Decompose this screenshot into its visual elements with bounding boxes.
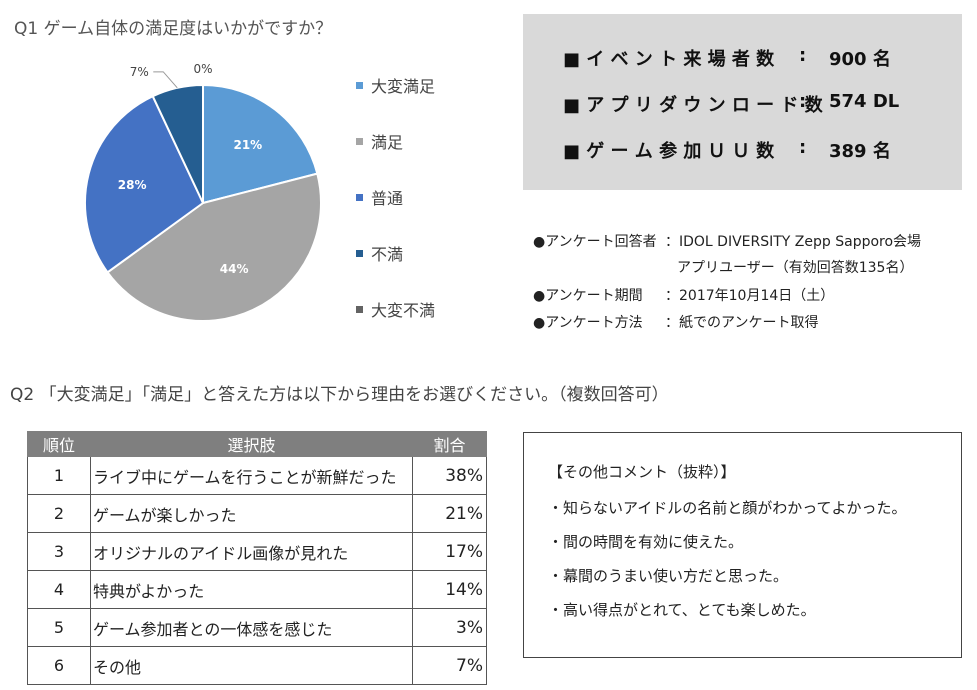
- cell-choice: ゲーム参加者との一体感を感じた: [90, 608, 413, 647]
- header-pct: 割合: [412, 431, 487, 457]
- table-header-row: 順位 選択肢 割合: [27, 431, 487, 457]
- info-period-label: ●アンケート期間: [533, 288, 643, 304]
- comments-title: 【その他コメント（抜粋）】: [548, 463, 736, 481]
- stat-separator: :: [799, 91, 807, 112]
- stat-value: 574 DL: [829, 91, 900, 112]
- legend-item-1: 満足: [356, 129, 403, 153]
- table-row: 3 オリジナルのアイドル画像が見れた 17%: [27, 532, 487, 571]
- table-row: 1 ライブ中にゲームを行うことが新鮮だった 38%: [27, 456, 487, 495]
- stat-label: ■ ゲ ー ム 参 加 Ｕ Ｕ 数: [563, 141, 775, 162]
- cell-pct: 17%: [412, 532, 487, 571]
- header-choice: 選択肢: [90, 431, 413, 457]
- comments-panel: 【その他コメント（抜粋）】 ・知らないアイドルの名前と顔がわかってよかった。 ・…: [523, 432, 962, 658]
- info-respondents-value: ：IDOL DIVERSITY Zepp Sapporo会場: [665, 234, 922, 250]
- reasons-table: 順位 選択肢 割合 1 ライブ中にゲームを行うことが新鮮だった 38% 2 ゲー…: [27, 431, 487, 685]
- info-method-label: ●アンケート方法: [533, 315, 643, 331]
- pie-data-label-1: 44%: [220, 262, 249, 276]
- info-method-value: ：紙でのアンケート取得: [665, 315, 819, 331]
- cell-rank: 1: [27, 456, 91, 495]
- cell-rank: 2: [27, 494, 91, 533]
- table-row: 2 ゲームが楽しかった 21%: [27, 494, 487, 533]
- cell-pct: 38%: [412, 456, 487, 495]
- comment-line: ・高い得点がとれて、とても楽しめた。: [548, 601, 816, 619]
- comment-line: ・知らないアイドルの名前と顔がわかってよかった。: [548, 499, 907, 517]
- comment-line: ・幕間のうまい使い方だと思った。: [548, 567, 789, 585]
- header-rank: 順位: [27, 431, 91, 457]
- legend-item-2: 普通: [356, 185, 403, 209]
- info-respondents-label: ●アンケート回答者: [533, 234, 657, 250]
- legend-item-3: 不満: [356, 241, 403, 265]
- pie-leader-line-3: [153, 71, 178, 89]
- stat-label: ■ イ ベ ン ト 来 場 者 数: [563, 49, 775, 70]
- stat-separator: :: [799, 137, 807, 158]
- table-row: 4 特典がよかった 14%: [27, 570, 487, 609]
- q2-title: Q2 「大変満足」「満足」と答えた方は以下から理由をお選びください。（複数回答可…: [10, 385, 669, 405]
- cell-rank: 3: [27, 532, 91, 571]
- legend-label-4: 大変不満: [371, 301, 436, 320]
- cell-pct: 21%: [412, 494, 487, 533]
- legend-label-2: 普通: [371, 189, 404, 208]
- pie-data-label-3: 7%: [130, 65, 149, 79]
- q1-title: Q1 ゲーム自体の満足度はいかがですか？: [14, 19, 333, 39]
- comment-line: ・間の時間を有効に使えた。: [548, 533, 744, 551]
- stat-value: 389 名: [829, 141, 891, 162]
- satisfaction-pie-chart: 21% 44% 28% 7% 0%: [84, 62, 322, 322]
- cell-choice: オリジナルのアイドル画像が見れた: [90, 532, 413, 571]
- cell-rank: 5: [27, 608, 91, 647]
- cell-pct: 7%: [412, 646, 487, 685]
- pie-slice-2: [84, 94, 205, 274]
- legend-label-0: 大変満足: [371, 77, 436, 96]
- pie-data-label-4: 0%: [193, 62, 212, 76]
- cell-choice: ゲームが楽しかった: [90, 494, 413, 533]
- legend-swatch-4: [356, 305, 363, 313]
- legend-swatch-1: [356, 137, 363, 145]
- legend-swatch-0: [356, 81, 363, 89]
- cell-choice: ライブ中にゲームを行うことが新鮮だった: [90, 456, 413, 495]
- cell-pct: 3%: [412, 608, 487, 647]
- pie-data-label-2: 28%: [118, 178, 147, 192]
- legend-swatch-3: [356, 249, 363, 257]
- cell-pct: 14%: [412, 570, 487, 609]
- cell-rank: 6: [27, 646, 91, 685]
- stat-label: ■ ア プ リ ダ ウ ン ロ ー ド 数: [563, 95, 823, 116]
- pie-data-label-0: 21%: [233, 138, 262, 152]
- cell-choice: その他: [90, 646, 413, 685]
- info-respondents-value-2: アプリユーザー（有効回答数135名）: [677, 260, 914, 276]
- info-period-value: ：2017年10月14日（土）: [665, 288, 835, 304]
- cell-rank: 4: [27, 570, 91, 609]
- legend-label-3: 不満: [371, 245, 404, 264]
- pie-slice-1: [106, 172, 322, 322]
- pie-slice-0: [202, 83, 319, 205]
- legend-item-4: 大変不満: [356, 297, 435, 321]
- legend-item-0: 大変満足: [356, 73, 435, 97]
- table-row: 5 ゲーム参加者との一体感を感じた 3%: [27, 608, 487, 647]
- stat-value: 900 名: [829, 49, 891, 70]
- legend-label-1: 満足: [371, 133, 404, 152]
- event-stats-panel: ■ イ ベ ン ト 来 場 者 数 : 900 名 ■ ア プ リ ダ ウ ン …: [523, 14, 962, 190]
- legend-swatch-2: [356, 193, 363, 201]
- cell-choice: 特典がよかった: [90, 570, 413, 609]
- stat-separator: :: [799, 45, 807, 66]
- table-row: 6 その他 7%: [27, 646, 487, 685]
